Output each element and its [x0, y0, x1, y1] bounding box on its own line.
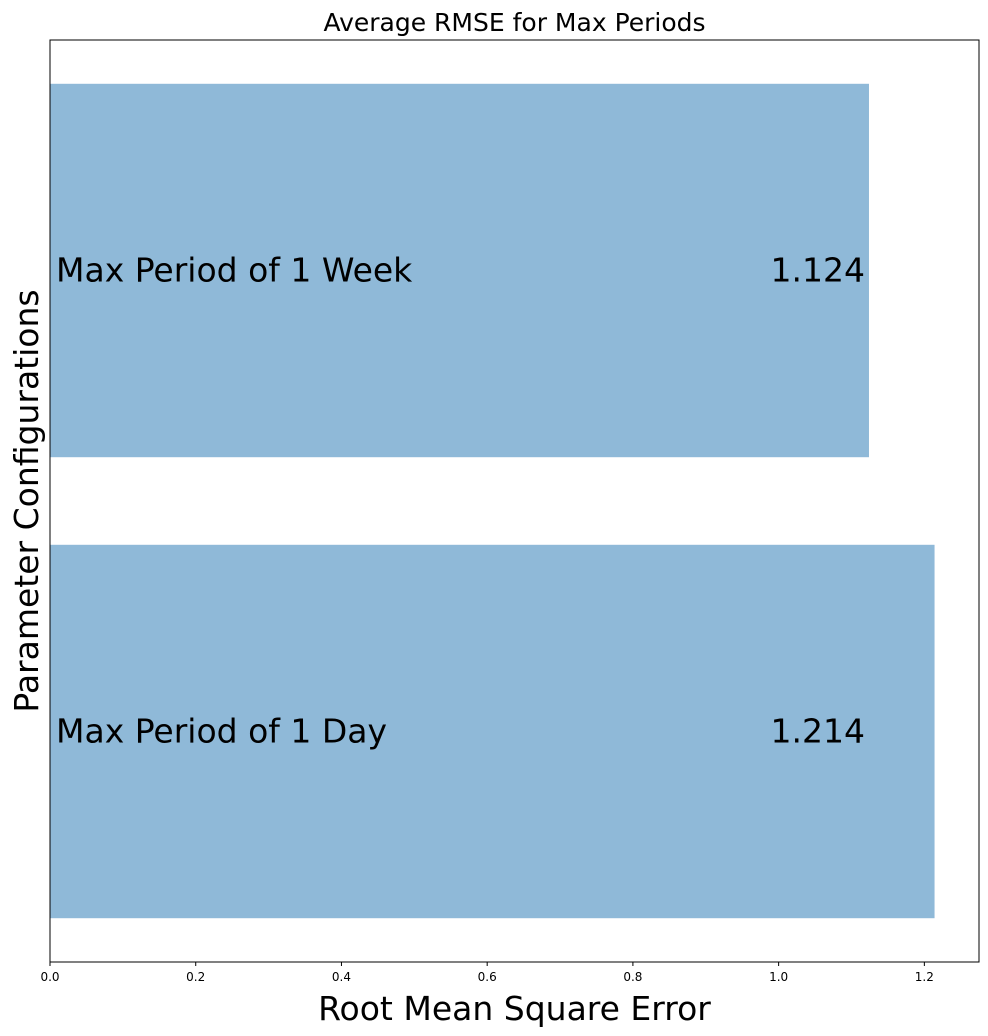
x-tick-label: 0.4	[332, 970, 351, 984]
x-tick-label: 1.0	[769, 970, 788, 984]
chart-title: Average RMSE for Max Periods	[323, 8, 705, 37]
x-tick-label: 0.6	[478, 970, 497, 984]
bar-1	[50, 544, 935, 919]
bar-value-label: 1.214	[771, 712, 865, 751]
bar-0	[50, 83, 869, 458]
x-tick-label: 0.0	[40, 970, 59, 984]
bars-layer: Max Period of 1 Week 1.124 Max Period of 1…	[50, 83, 935, 919]
bar-category-label: Max Period of 1 Week	[56, 251, 413, 290]
bar-value-label: 1.124	[771, 251, 865, 290]
x-tick-label: 1.2	[915, 970, 934, 984]
plot-area-frame	[49, 39, 980, 963]
x-tick-label: 0.8	[623, 970, 642, 984]
bar-category-label: Max Period of 1 Day	[56, 712, 387, 751]
x-axis-label: Root Mean Square Error	[318, 989, 711, 1028]
y-axis-label: Parameter Configurations	[7, 289, 46, 712]
x-ticks-layer: 0.0 0.2 0.4 0.6 0.8 1.0 1.2	[40, 962, 934, 984]
x-tick-label: 0.2	[186, 970, 205, 984]
